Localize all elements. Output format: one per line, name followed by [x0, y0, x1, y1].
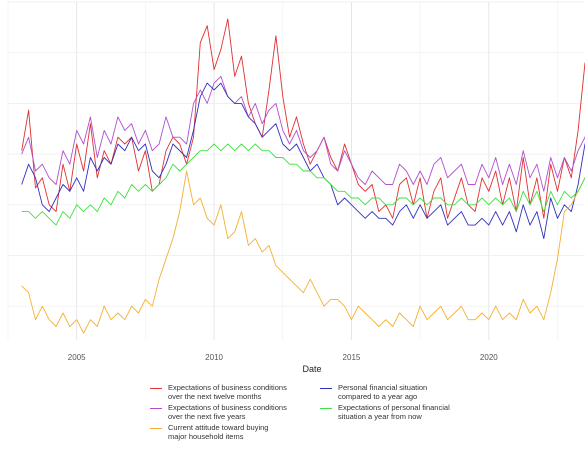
legend-swatch	[320, 408, 332, 409]
series-line-4	[21, 143, 585, 226]
legend-label: Personal financial situation compared to…	[338, 383, 428, 401]
series-line-2	[21, 82, 585, 240]
x-tick-label: 2020	[480, 353, 498, 362]
legend-item: Expectations of business conditions over…	[150, 403, 287, 421]
series-line-0	[21, 18, 585, 219]
legend-swatch	[320, 388, 332, 389]
x-axis-title: Date	[302, 364, 321, 374]
legend-swatch	[150, 408, 162, 409]
legend-label: Current attitude toward buying major hou…	[168, 423, 269, 441]
legend-swatch	[150, 388, 162, 389]
series-line-3	[21, 170, 585, 334]
x-tick-label: 2010	[205, 353, 223, 362]
x-axis-ticks: 2005 2010 2015 2020	[68, 353, 498, 362]
legend-item: Expectations of personal financial situa…	[320, 403, 450, 421]
series-lines	[21, 18, 585, 334]
x-tick-label: 2005	[68, 353, 86, 362]
legend-item: Current attitude toward buying major hou…	[150, 423, 269, 441]
grid	[7, 1, 585, 340]
series-line-1	[21, 75, 585, 192]
legend: Expectations of business conditions over…	[150, 383, 480, 446]
legend-label: Expectations of business conditions over…	[168, 383, 287, 401]
legend-label: Expectations of business conditions over…	[168, 403, 287, 421]
legend-item: Expectations of business conditions over…	[150, 383, 287, 401]
legend-label: Expectations of personal financial situa…	[338, 403, 450, 421]
legend-item: Personal financial situation compared to…	[320, 383, 428, 401]
legend-swatch	[150, 428, 162, 429]
x-tick-label: 2015	[343, 353, 361, 362]
